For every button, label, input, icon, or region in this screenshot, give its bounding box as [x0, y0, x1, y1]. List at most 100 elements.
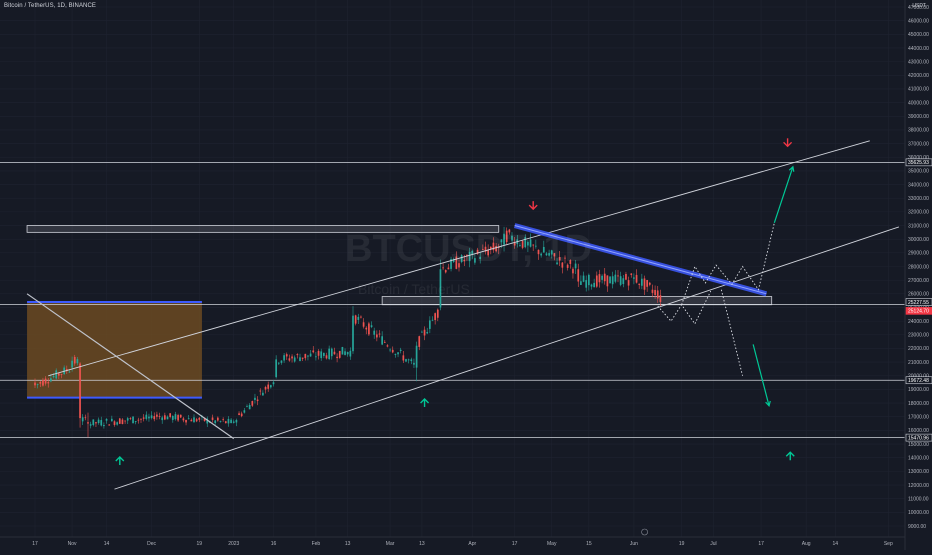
arrow-up-line-icon	[773, 166, 794, 223]
candle-down	[566, 264, 569, 268]
candle-down	[288, 358, 291, 361]
price-label-text: 25227.55	[908, 300, 929, 306]
candle-up	[540, 253, 542, 256]
x-tick-label: Jul	[710, 541, 716, 547]
candle-down	[354, 315, 357, 324]
candle-down	[240, 413, 243, 417]
candle-up	[320, 351, 323, 359]
candle-up	[590, 284, 593, 287]
candle-down	[513, 242, 516, 246]
candle-down	[129, 418, 132, 419]
x-tick-label: 14	[833, 541, 839, 547]
candle-up	[471, 250, 474, 255]
candle-down	[521, 240, 524, 248]
candle-up	[68, 371, 71, 373]
candle-down	[179, 414, 182, 418]
candle-down	[497, 246, 500, 248]
y-tick-label: 44000.00	[908, 46, 929, 52]
candle-down	[182, 418, 185, 421]
y-tick-label: 39000.00	[908, 114, 929, 120]
candle-up	[609, 276, 611, 284]
candle-down	[537, 249, 540, 255]
candle-down	[651, 289, 654, 293]
y-tick-label: 38000.00	[908, 128, 929, 134]
candle-up	[622, 278, 625, 285]
candle-up	[71, 360, 73, 368]
y-tick-label: 33000.00	[908, 196, 929, 202]
candle-up	[105, 418, 108, 421]
arrow-down-icon	[528, 204, 538, 211]
x-tick-label: 17	[758, 541, 764, 547]
candle-down	[87, 422, 89, 424]
candle-up	[92, 419, 95, 426]
y-tick-label: 11000.00	[908, 496, 929, 502]
candle-up	[407, 359, 410, 361]
candle-up	[500, 239, 503, 243]
x-tick-label: 13	[345, 541, 351, 547]
candle-up	[503, 233, 505, 245]
candle-up	[426, 332, 429, 334]
x-tick-label: Feb	[312, 541, 321, 547]
candle-down	[627, 280, 630, 286]
candle-down	[58, 373, 60, 376]
candle-up	[519, 245, 521, 246]
candle-down	[317, 350, 320, 356]
candle-down	[312, 350, 315, 353]
candle-up	[397, 352, 399, 355]
candle-down	[376, 334, 378, 338]
candle-up	[36, 383, 39, 385]
candle-up	[89, 424, 92, 426]
candle-down	[113, 421, 116, 425]
candle-down	[442, 267, 444, 269]
y-tick-label: 45000.00	[908, 32, 929, 38]
candle-down	[121, 419, 124, 425]
candle-up	[421, 331, 423, 333]
candle-up	[272, 382, 275, 385]
x-tick-label: 15	[586, 541, 592, 547]
x-tick-label: 16	[271, 541, 277, 547]
y-tick-label: 47000.00	[908, 5, 929, 11]
candle-up	[81, 417, 84, 422]
candle-up	[277, 362, 280, 364]
y-tick-label: 46000.00	[908, 18, 929, 24]
x-tick-label: 2023	[228, 541, 239, 547]
candle-down	[617, 275, 619, 277]
candle-down	[156, 414, 158, 417]
candle-down	[362, 322, 365, 327]
price-label-badge	[905, 158, 932, 167]
y-tick-label: 17000.00	[908, 415, 929, 421]
candle-down	[476, 249, 479, 254]
candle-down	[654, 289, 656, 296]
candle-down	[60, 374, 63, 375]
candle-up	[588, 274, 590, 286]
x-tick-label: Mar	[386, 541, 395, 547]
candle-down	[238, 413, 240, 416]
candle-down	[553, 253, 556, 257]
candle-down	[458, 263, 460, 268]
candle-up	[116, 422, 118, 425]
candle-down	[84, 417, 87, 419]
candle-up	[193, 417, 195, 423]
candles	[34, 226, 662, 438]
candle-down	[198, 417, 201, 420]
candle-up	[323, 352, 325, 356]
y-tick-label: 42000.00	[908, 73, 929, 79]
y-tick-label: 34000.00	[908, 182, 929, 188]
price-label-badge	[905, 307, 932, 315]
candle-down	[224, 421, 227, 424]
candle-down	[267, 384, 270, 389]
candle-down	[638, 283, 641, 285]
candle-down	[338, 350, 341, 358]
candle-down	[423, 329, 426, 336]
candle-down	[643, 278, 646, 290]
candle-up	[346, 352, 349, 355]
descending-trendline	[26, 293, 235, 440]
candle-up	[235, 419, 238, 423]
candle-up	[254, 397, 256, 400]
y-tick-label: 35000.00	[908, 169, 929, 175]
candle-down	[95, 422, 97, 424]
candle-down	[222, 419, 224, 421]
